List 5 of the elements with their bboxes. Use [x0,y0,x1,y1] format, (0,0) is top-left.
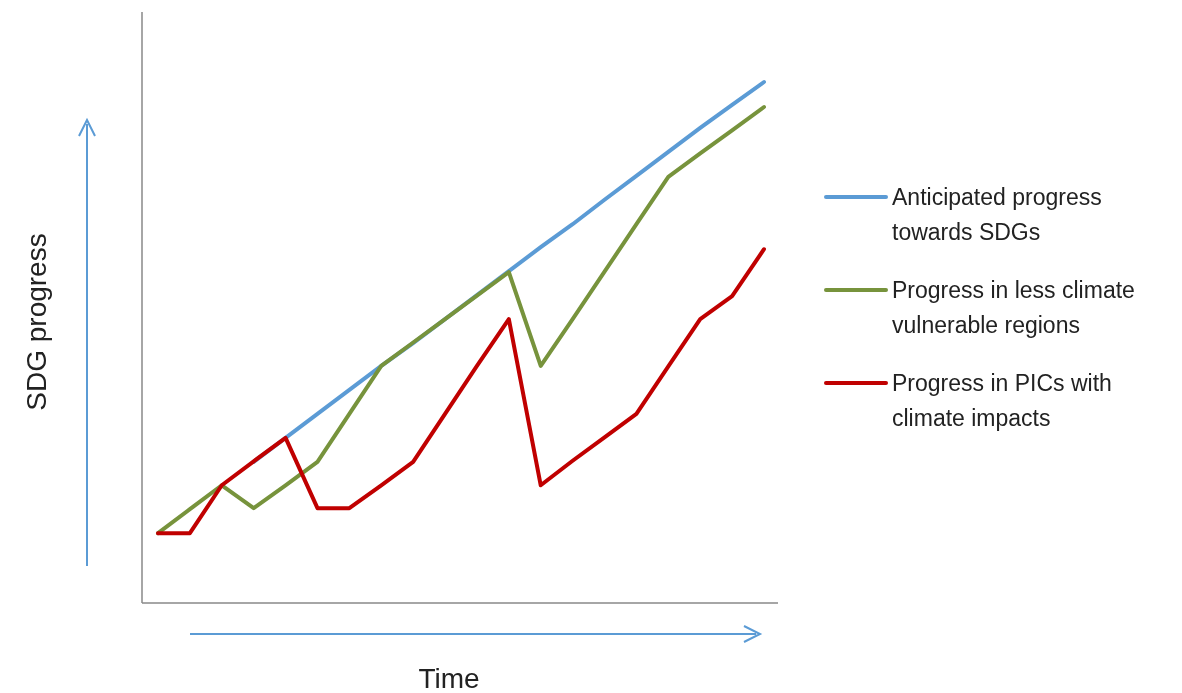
legend-label: Anticipated progress towards SDGs [892,184,1102,245]
x-axis-title: Time [418,663,480,693]
y-axis-title: SDG progress [21,233,52,411]
legend-label: Progress in PICs with climate impacts [892,370,1112,431]
legend-label: Progress in less climate vulnerable regions [892,277,1135,338]
